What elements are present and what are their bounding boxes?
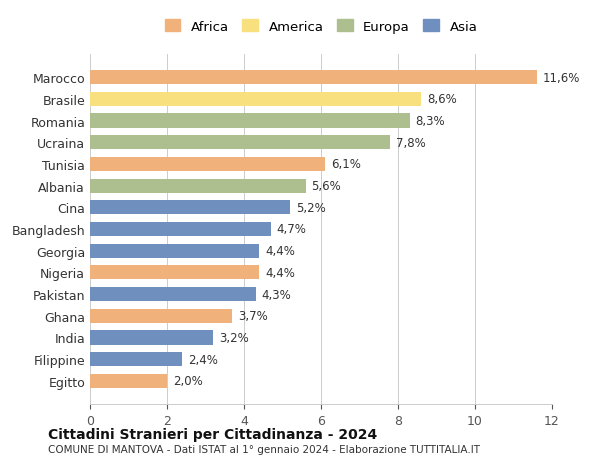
Bar [90, 353, 182, 366]
Bar [90, 374, 167, 388]
Bar [90, 114, 410, 129]
Bar [90, 93, 421, 106]
Text: 2,0%: 2,0% [173, 375, 203, 387]
Bar [90, 309, 232, 323]
Text: 8,3%: 8,3% [415, 115, 445, 128]
Bar [90, 136, 391, 150]
Bar [90, 179, 305, 193]
Text: 2,4%: 2,4% [188, 353, 218, 366]
Bar [90, 330, 213, 345]
Bar [90, 287, 256, 302]
Text: COMUNE DI MANTOVA - Dati ISTAT al 1° gennaio 2024 - Elaborazione TUTTITALIA.IT: COMUNE DI MANTOVA - Dati ISTAT al 1° gen… [48, 444, 480, 454]
Text: Cittadini Stranieri per Cittadinanza - 2024: Cittadini Stranieri per Cittadinanza - 2… [48, 427, 377, 442]
Text: 3,7%: 3,7% [238, 310, 268, 323]
Bar [90, 223, 271, 236]
Text: 4,3%: 4,3% [262, 288, 291, 301]
Bar [90, 201, 290, 215]
Bar [90, 157, 325, 172]
Text: 4,7%: 4,7% [277, 223, 307, 236]
Text: 4,4%: 4,4% [265, 245, 295, 257]
Text: 7,8%: 7,8% [396, 136, 426, 149]
Text: 5,2%: 5,2% [296, 202, 326, 214]
Text: 8,6%: 8,6% [427, 93, 457, 106]
Bar [90, 266, 259, 280]
Text: 5,6%: 5,6% [311, 180, 341, 193]
Text: 11,6%: 11,6% [542, 72, 580, 84]
Bar [90, 244, 259, 258]
Legend: Africa, America, Europa, Asia: Africa, America, Europa, Asia [161, 17, 481, 38]
Text: 6,1%: 6,1% [331, 158, 361, 171]
Text: 4,4%: 4,4% [265, 266, 295, 279]
Bar [90, 71, 536, 85]
Text: 3,2%: 3,2% [219, 331, 249, 344]
